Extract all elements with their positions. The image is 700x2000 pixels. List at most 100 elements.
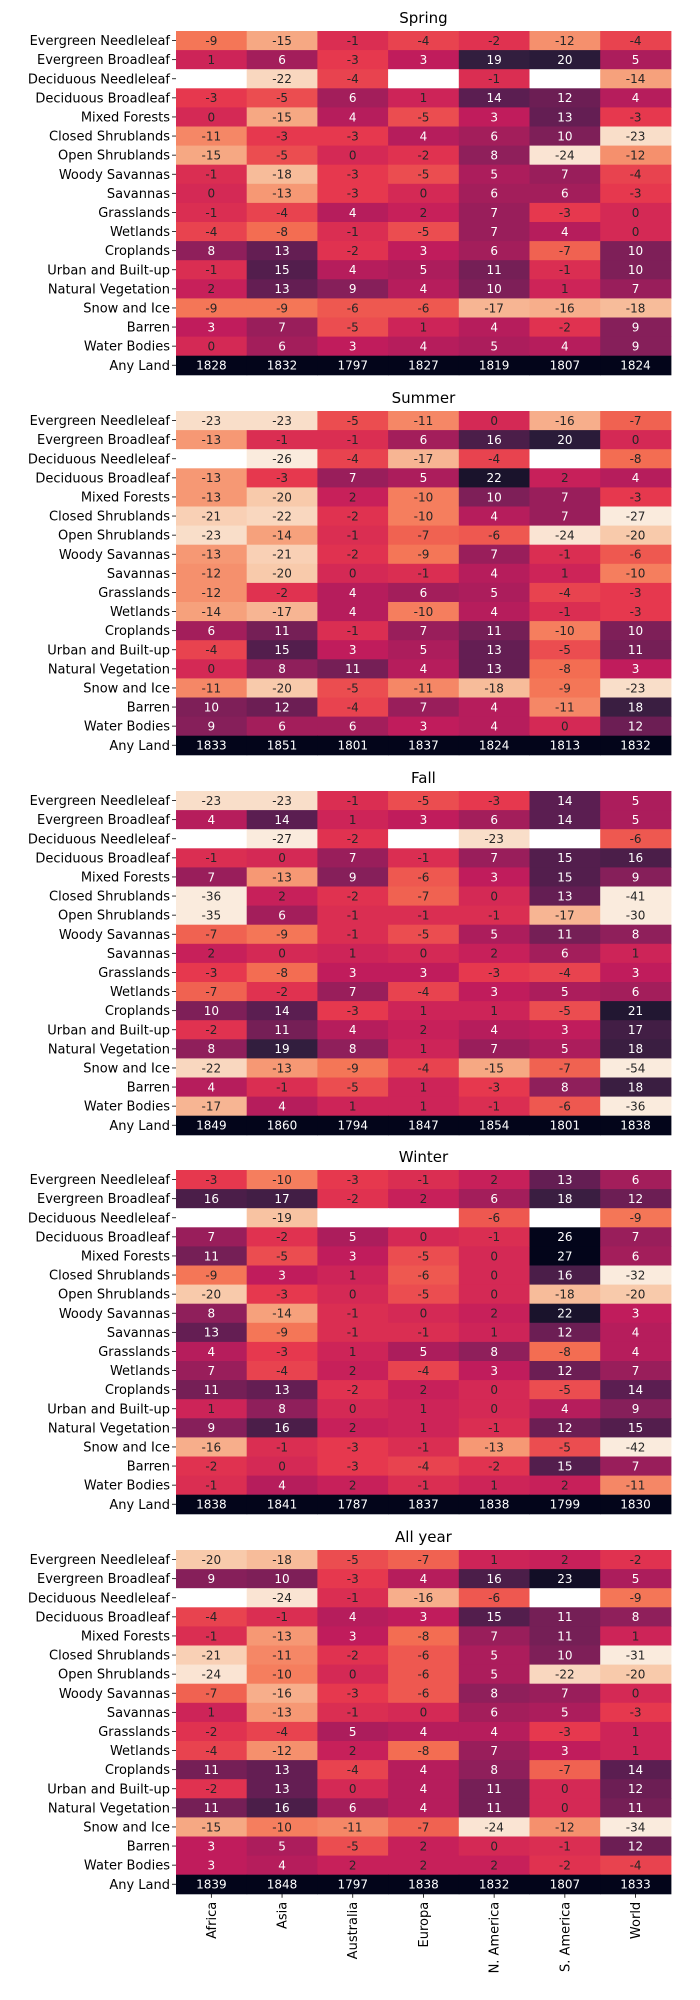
heatmap-cell — [529, 336, 601, 357]
heatmap-cell — [246, 544, 318, 565]
cell-value-label: -7 — [417, 889, 429, 903]
cell-value-label: -36 — [202, 889, 222, 903]
heatmap-cell — [388, 544, 460, 565]
cell-value-label: -4 — [417, 1061, 429, 1075]
heatmap-cell — [388, 563, 460, 584]
heatmap-cell — [246, 905, 318, 926]
heatmap-cell — [317, 905, 389, 926]
cell-value-label: -9 — [205, 34, 217, 48]
heatmap-cell — [458, 905, 530, 926]
cell-value-label: -1 — [559, 263, 571, 277]
cell-value-label: 4 — [420, 662, 428, 676]
heatmap-cell — [176, 1588, 248, 1608]
cell-value-label: -1 — [347, 1326, 359, 1340]
cell-value-label: 21 — [628, 1004, 643, 1018]
cell-value-label: -18 — [272, 1553, 292, 1567]
cell-value-label: -4 — [488, 452, 500, 466]
cell-value-label: -6 — [488, 528, 500, 542]
cell-value-label: -1 — [347, 908, 359, 922]
heatmap-cell — [317, 1836, 389, 1857]
cell-value-label: 14 — [557, 794, 572, 808]
heatmap-cell — [317, 1569, 389, 1589]
cell-value-label: -5 — [347, 320, 359, 334]
cell-value-label: 15 — [274, 643, 289, 657]
heatmap-cell — [317, 241, 389, 261]
cell-value-label: 6 — [490, 187, 498, 201]
cell-value-label: -1 — [205, 206, 217, 220]
heatmap-cell — [388, 943, 460, 964]
heatmap-cell — [529, 1361, 601, 1381]
cell-value-label: -6 — [417, 301, 429, 315]
cell-value-label: 4 — [208, 813, 216, 827]
cell-value-label: 2 — [490, 1173, 498, 1187]
heatmap-cell — [458, 298, 530, 318]
cell-value-label: -10 — [272, 1173, 292, 1187]
cell-value-label: 1847 — [408, 1119, 439, 1133]
cell-value-label: -5 — [417, 168, 429, 182]
cell-value-label: 16 — [274, 1801, 289, 1815]
heatmap-cell — [246, 716, 318, 737]
heatmap-cell — [317, 525, 389, 546]
heatmap-cell — [317, 1779, 389, 1799]
cell-value-label: -10 — [626, 567, 646, 581]
heatmap-cell — [317, 1683, 389, 1704]
cell-value-label: 3 — [208, 1839, 216, 1853]
heatmap-cell — [176, 525, 248, 546]
cell-value-label: 0 — [490, 1383, 498, 1397]
heatmap-cell — [458, 791, 530, 811]
cell-value-label: 4 — [632, 91, 640, 105]
heatmap-cell — [388, 468, 460, 488]
cell-value-label: -8 — [559, 662, 571, 676]
cell-value-label: 0 — [490, 1402, 498, 1416]
cell-value-label: 0 — [349, 1782, 357, 1796]
cell-value-label: 18 — [628, 1042, 643, 1056]
cell-value-label: 6 — [278, 339, 286, 353]
heatmap-cell — [600, 905, 672, 926]
cell-value-label: -4 — [347, 700, 359, 714]
column-label: N. America — [488, 1902, 503, 1974]
cell-value-label: -12 — [555, 1820, 575, 1834]
cell-value-label: -4 — [417, 985, 429, 999]
cell-value-label: 1797 — [337, 1878, 368, 1892]
cell-value-label: 0 — [278, 947, 286, 961]
cell-value-label: -1 — [276, 1080, 288, 1094]
heatmap-cell — [529, 563, 601, 584]
cell-value-label: -3 — [347, 168, 359, 182]
cell-value-label: 0 — [208, 110, 216, 124]
cell-value-label: 2 — [420, 206, 428, 220]
heatmap-cell — [600, 1798, 672, 1818]
cell-value-label: 1 — [420, 91, 428, 105]
cell-value-label: 7 — [278, 320, 286, 334]
heatmap-cell — [600, 1855, 672, 1876]
cell-value-label: 8 — [490, 1763, 498, 1777]
heatmap-cell — [388, 848, 460, 868]
cell-value-label: -21 — [272, 548, 292, 562]
heatmap-cell — [458, 506, 530, 527]
cell-value-label: 18 — [628, 700, 643, 714]
heatmap-cell — [458, 1836, 530, 1857]
cell-value-label: -13 — [202, 471, 222, 485]
heatmap-cell — [246, 1361, 318, 1381]
cell-value-label: 9 — [632, 320, 640, 334]
heatmap-cell — [246, 678, 318, 698]
heatmap-cell — [246, 1284, 318, 1305]
cell-value-label: 1830 — [620, 1498, 651, 1512]
cell-value-label: -16 — [555, 301, 575, 315]
heatmap-cell — [176, 506, 248, 527]
cell-value-label: -5 — [559, 643, 571, 657]
heatmap-cell — [388, 1284, 460, 1305]
cell-value-label: 7 — [490, 1744, 498, 1758]
heatmap-cell — [600, 791, 672, 811]
heatmap-cell — [458, 1077, 530, 1098]
heatmap-cell — [176, 164, 248, 185]
cell-value-label: 7 — [208, 870, 216, 884]
heatmap-cell — [600, 1664, 672, 1685]
heatmap-cell — [529, 1039, 601, 1059]
heatmap-cell — [246, 848, 318, 868]
cell-value-label: 1 — [420, 1402, 428, 1416]
cell-value-label: 7 — [420, 624, 428, 638]
cell-value-label: 4 — [490, 605, 498, 619]
cell-value-label: 13 — [274, 244, 289, 258]
heatmap-cell — [600, 222, 672, 242]
heatmap-cell — [458, 886, 530, 907]
